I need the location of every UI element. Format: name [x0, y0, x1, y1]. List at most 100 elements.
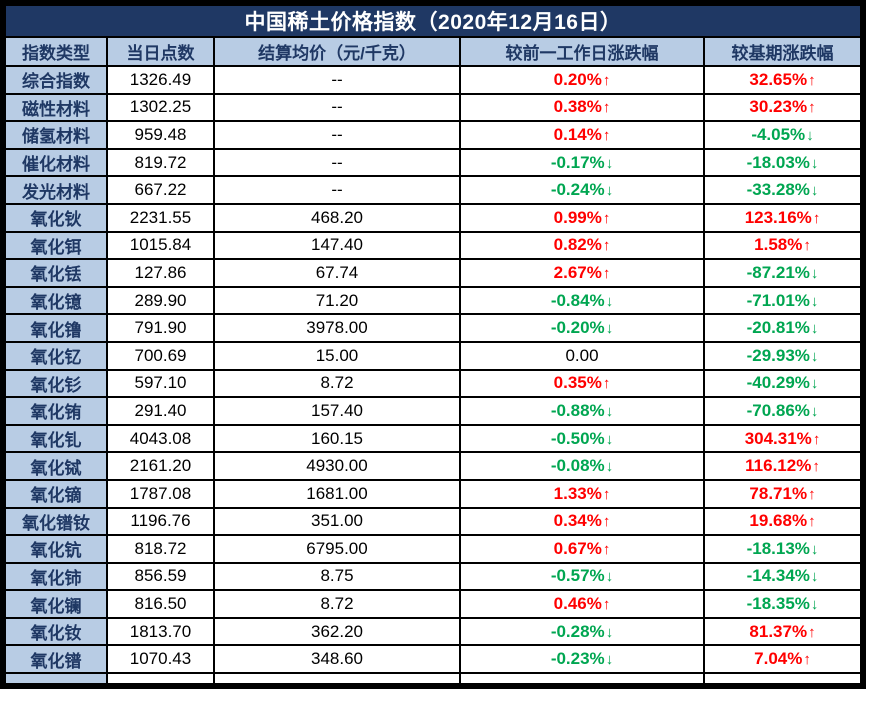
down-arrow-icon: ↓ — [810, 568, 819, 586]
day-change-cell: -0.84%↓ — [459, 285, 705, 316]
up-arrow-icon: ↑ — [602, 264, 611, 282]
base-change-value: 30.23% — [749, 97, 808, 117]
base-change-cell: 123.16%↑ — [703, 202, 862, 233]
base-change-value: 32.65% — [749, 69, 808, 89]
settlement-price-cell: 3978.00 — [213, 313, 461, 343]
day-change-cell: 0.00 — [459, 340, 705, 371]
daily-points-cell: 2161.20 — [106, 451, 215, 481]
base-change-cell: -20.81%↓ — [703, 313, 862, 343]
table-row: 发光材料 667.22 -- -0.24%↓ -33.28%↓ — [4, 175, 862, 205]
base-change-value: 19.68% — [749, 511, 808, 531]
index-name-cell: 氧化钇 — [4, 340, 108, 371]
day-change-cell: 0.14%↑ — [459, 120, 705, 150]
daily-points-cell: 700.69 — [106, 340, 215, 371]
daily-points-cell: 818.72 — [106, 534, 215, 564]
up-arrow-icon: ↑ — [602, 596, 611, 614]
up-arrow-icon: ↑ — [808, 99, 816, 117]
base-change-cell: -29.93%↓ — [703, 340, 862, 371]
table-title: 中国稀土价格指数（2020年12月16日） — [4, 4, 862, 38]
daily-points-cell: 4043.08 — [106, 423, 215, 454]
base-change-cell: 32.65%↑ — [703, 65, 862, 95]
base-change-value: -70.86% — [746, 400, 810, 420]
down-arrow-icon: ↓ — [605, 651, 614, 669]
down-arrow-icon: ↓ — [810, 540, 819, 558]
day-change-value: 2.67% — [553, 262, 602, 282]
up-arrow-icon: ↑ — [812, 458, 820, 476]
table-body: 综合指数 1326.49 -- 0.20%↑ 32.65%↑ 磁性材料 1302.25 -- 0… — [4, 65, 862, 686]
up-arrow-icon: ↑ — [602, 540, 611, 558]
day-change-value: -0.28% — [550, 621, 605, 641]
up-arrow-icon: ↑ — [808, 513, 816, 531]
day-change-cell: 0.82%↑ — [459, 230, 705, 261]
down-arrow-icon: ↓ — [806, 126, 814, 144]
table-row: 氧化镱 289.90 71.20 -0.84%↓ -71.01%↓ — [4, 285, 862, 316]
base-change-value: -14.34% — [746, 566, 810, 586]
day-change-cell: -0.28%↓ — [459, 616, 705, 647]
day-change-cell: -0.24%↓ — [459, 175, 705, 205]
daily-points-cell: 791.90 — [106, 313, 215, 343]
day-change-value: 0.00 — [565, 345, 599, 365]
down-arrow-icon: ↓ — [810, 402, 819, 420]
day-change-cell: 1.33%↑ — [459, 478, 705, 509]
settlement-price-cell: 351.00 — [213, 506, 461, 537]
partial-cell — [703, 672, 862, 686]
down-arrow-icon: ↓ — [605, 568, 614, 586]
down-arrow-icon: ↓ — [605, 182, 614, 200]
daily-points-cell: 667.22 — [106, 175, 215, 205]
base-change-value: 1.58% — [754, 235, 803, 255]
base-change-value: 7.04% — [754, 649, 803, 669]
index-name-cell: 氧化铈 — [4, 561, 108, 592]
settlement-price-cell: 160.15 — [213, 423, 461, 454]
day-change-cell: 0.20%↑ — [459, 65, 705, 95]
table-row: 氧化铕 291.40 157.40 -0.88%↓ -70.86%↓ — [4, 396, 862, 426]
daily-points-cell: 291.40 — [106, 396, 215, 426]
price-index-table-wrap: 中国稀土价格指数（2020年12月16日） 指数类型 当日点数 结算均价（元/千… — [0, 0, 866, 690]
table-header-row: 指数类型 当日点数 结算均价（元/千克） 较前一工作日涨跌幅 较基期涨跌幅 — [4, 36, 862, 67]
day-change-value: -0.17% — [550, 152, 605, 172]
base-change-cell: 30.23%↑ — [703, 92, 862, 123]
daily-points-cell: 816.50 — [106, 589, 215, 619]
up-arrow-icon: ↑ — [602, 513, 611, 531]
down-arrow-icon: ↓ — [605, 623, 614, 641]
table-row: 氧化钇 700.69 15.00 0.00 -29.93%↓ — [4, 340, 862, 371]
base-change-value: -20.81% — [746, 318, 810, 338]
day-change-value: -0.88% — [550, 400, 605, 420]
up-arrow-icon: ↑ — [602, 485, 611, 503]
up-arrow-icon: ↑ — [808, 485, 816, 503]
table-row: 氧化镨钕 1196.76 351.00 0.34%↑ 19.68%↑ — [4, 506, 862, 537]
daily-points-cell: 289.90 — [106, 285, 215, 316]
index-name-cell: 氧化镥 — [4, 313, 108, 343]
base-change-value: -4.05% — [751, 124, 806, 144]
down-arrow-icon: ↓ — [810, 320, 819, 338]
base-change-cell: 7.04%↑ — [703, 644, 862, 675]
base-change-cell: -14.34%↓ — [703, 561, 862, 592]
base-change-cell: 304.31%↑ — [703, 423, 862, 454]
up-arrow-icon: ↑ — [803, 651, 811, 669]
down-arrow-icon: ↓ — [605, 320, 614, 338]
base-change-cell: 1.58%↑ — [703, 230, 862, 261]
daily-points-cell: 1813.70 — [106, 616, 215, 647]
base-change-cell: 19.68%↑ — [703, 506, 862, 537]
table-row: 催化材料 819.72 -- -0.17%↓ -18.03%↓ — [4, 147, 862, 178]
table-row: 储氢材料 959.48 -- 0.14%↑ -4.05%↓ — [4, 120, 862, 150]
table-row: 氧化镨 1070.43 348.60 -0.23%↓ 7.04%↑ — [4, 644, 862, 675]
base-change-cell: 78.71%↑ — [703, 478, 862, 509]
index-name-cell: 氧化镨钕 — [4, 506, 108, 537]
day-change-value: 0.46% — [553, 594, 602, 614]
base-change-cell: -18.03%↓ — [703, 147, 862, 178]
column-header-settlement-price: 结算均价（元/千克） — [213, 36, 461, 67]
partial-cell — [213, 672, 461, 686]
table-row: 氧化钆 4043.08 160.15 -0.50%↓ 304.31%↑ — [4, 423, 862, 454]
table-row: 氧化镧 816.50 8.72 0.46%↑ -18.35%↓ — [4, 589, 862, 619]
day-change-value: 0.67% — [553, 538, 602, 558]
base-change-value: -71.01% — [746, 290, 810, 310]
table-row: 氧化铒 1015.84 147.40 0.82%↑ 1.58%↑ — [4, 230, 862, 261]
base-change-value: -87.21% — [746, 262, 810, 282]
table-row: 磁性材料 1302.25 -- 0.38%↑ 30.23%↑ — [4, 92, 862, 123]
price-index-table: 中国稀土价格指数（2020年12月16日） 指数类型 当日点数 结算均价（元/千… — [4, 4, 862, 686]
index-name-cell: 氧化镱 — [4, 285, 108, 316]
base-change-value: -18.35% — [746, 594, 810, 614]
table-row: 氧化钬 2231.55 468.20 0.99%↑ 123.16%↑ — [4, 202, 862, 233]
day-change-cell: 0.99%↑ — [459, 202, 705, 233]
